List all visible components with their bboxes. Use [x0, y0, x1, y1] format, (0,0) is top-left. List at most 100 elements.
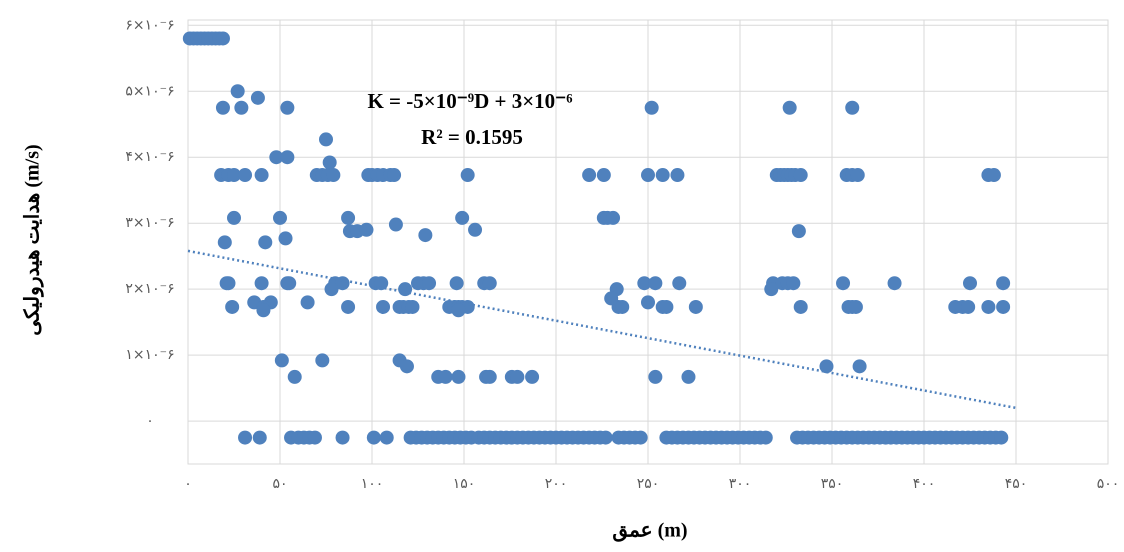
- point: [324, 282, 339, 297]
- point: [670, 168, 685, 183]
- point: [399, 359, 414, 374]
- point: [258, 235, 273, 250]
- point: [278, 231, 293, 246]
- point: [996, 299, 1011, 314]
- point: [335, 430, 350, 445]
- r-squared: R² = 0.1595: [421, 125, 523, 149]
- point: [238, 168, 253, 183]
- point: [307, 430, 322, 445]
- point: [418, 228, 433, 243]
- point: [256, 303, 271, 318]
- point: [254, 276, 269, 291]
- point: [388, 217, 403, 232]
- point: [254, 168, 269, 183]
- x-tick-label: ۱۵۰: [453, 476, 476, 492]
- point: [341, 210, 356, 225]
- point: [405, 299, 420, 314]
- x-tick-label: ۴۵۰: [1005, 476, 1028, 492]
- point: [438, 369, 453, 384]
- x-tick-label: ۰: [184, 476, 192, 492]
- point: [225, 299, 240, 314]
- point: [782, 100, 797, 115]
- point: [637, 276, 652, 291]
- point: [852, 359, 867, 374]
- point: [269, 150, 284, 165]
- point: [366, 430, 381, 445]
- point: [374, 276, 389, 291]
- point: [234, 100, 249, 115]
- x-axis-title: عمق (m): [612, 520, 687, 543]
- point: [981, 299, 996, 314]
- point: [582, 168, 597, 183]
- y-tick-label: ۴×۱۰⁻۶: [125, 149, 174, 165]
- point: [786, 276, 801, 291]
- point: [848, 299, 863, 314]
- trendline: [187, 249, 1017, 410]
- point: [791, 224, 806, 239]
- point: [379, 430, 394, 445]
- point: [468, 222, 483, 237]
- point: [252, 430, 267, 445]
- y-tick-label: ۶×۱۰⁻۶: [125, 17, 174, 33]
- x-tick-label: ۱۰۰: [361, 476, 384, 492]
- point: [641, 295, 655, 310]
- point: [633, 430, 648, 445]
- point: [887, 276, 902, 291]
- x-tick-label: ۲۵۰: [637, 476, 660, 492]
- point: [315, 353, 330, 368]
- point: [322, 155, 337, 170]
- point: [274, 353, 289, 368]
- point: [688, 299, 703, 314]
- point: [986, 168, 1001, 183]
- point: [681, 369, 696, 384]
- y-tick-label: ۰: [146, 413, 154, 429]
- x-tick-label: ۵۰۰: [1097, 476, 1120, 492]
- x-tick-label: ۲۰۰: [545, 476, 568, 492]
- point: [227, 168, 241, 183]
- point: [451, 303, 466, 318]
- point: [598, 430, 613, 445]
- point: [648, 369, 663, 384]
- point: [850, 168, 865, 183]
- point: [482, 369, 497, 384]
- point: [793, 299, 808, 314]
- point: [215, 31, 230, 46]
- point: [300, 295, 315, 310]
- point: [287, 369, 302, 384]
- y-tick-label: ۵×۱۰⁻۶: [125, 83, 174, 99]
- point: [230, 84, 245, 99]
- point: [963, 276, 977, 291]
- point: [341, 299, 356, 314]
- point: [644, 100, 659, 115]
- point: [482, 276, 497, 291]
- point: [451, 369, 466, 384]
- point: [449, 276, 464, 291]
- x-tick-label: ۳۰۰: [729, 476, 752, 492]
- point: [250, 90, 265, 105]
- y-tick-label: ۳×۱۰⁻۶: [125, 215, 174, 231]
- point: [764, 282, 779, 297]
- point: [961, 299, 976, 314]
- point: [398, 282, 413, 297]
- point: [819, 359, 834, 374]
- point: [455, 210, 470, 225]
- point: [655, 168, 670, 183]
- x-tick-label: ۳۵۰: [821, 476, 844, 492]
- y-tick-label: ۲×۱۰⁻۶: [125, 281, 174, 297]
- point: [996, 276, 1011, 291]
- point: [596, 168, 611, 183]
- point: [525, 369, 540, 384]
- point: [217, 235, 232, 250]
- point: [758, 430, 773, 445]
- point: [615, 299, 630, 314]
- point: [273, 210, 287, 225]
- point: [422, 276, 437, 291]
- point: [238, 430, 253, 445]
- point: [359, 222, 374, 237]
- point: [280, 100, 295, 115]
- point: [376, 299, 391, 314]
- point: [845, 100, 860, 115]
- y-tick-label: ۱×۱۰⁻۶: [125, 347, 174, 363]
